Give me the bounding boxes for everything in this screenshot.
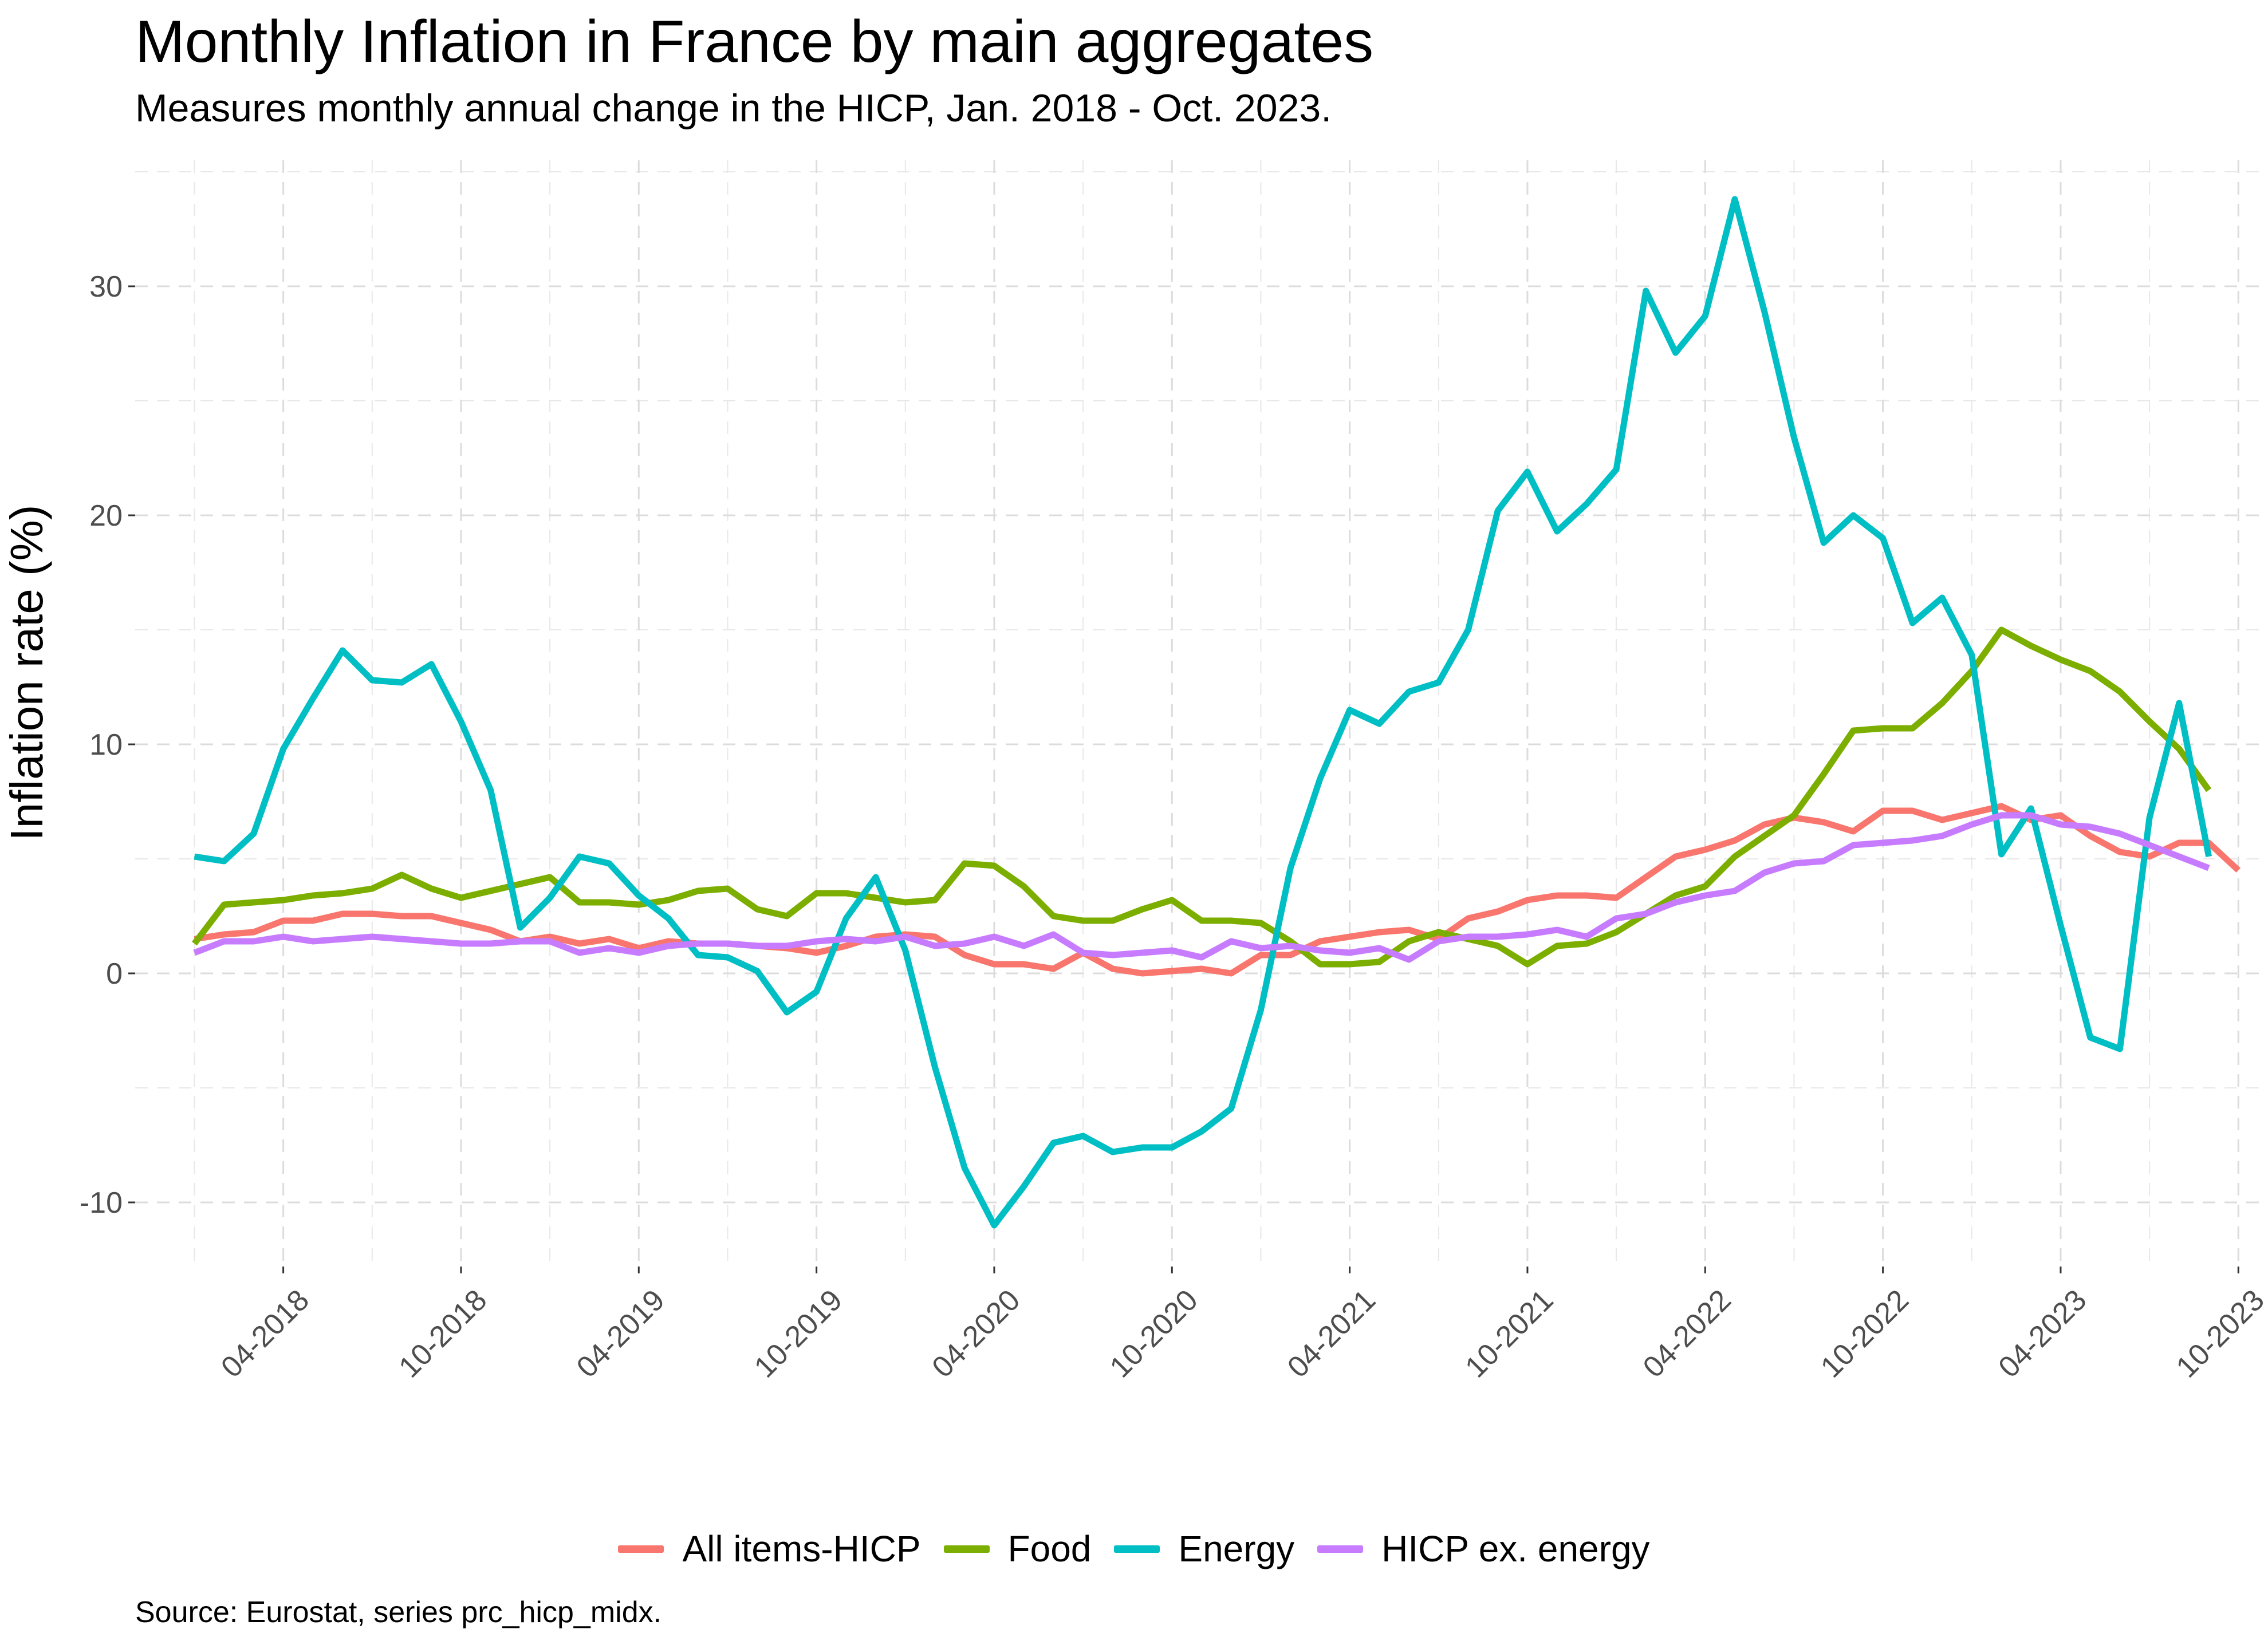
legend-key	[1114, 1545, 1160, 1553]
y-tick-label: 30	[89, 270, 123, 303]
legend-item: Energy	[1114, 1528, 1294, 1570]
legend-label: All items-HICP	[682, 1528, 921, 1569]
x-tick-label: 10-2019	[748, 1283, 849, 1384]
x-tick-label: 04-2018	[215, 1283, 316, 1384]
x-tick-label: 04-2021	[1281, 1283, 1382, 1384]
x-tick-label: 10-2022	[1814, 1283, 1915, 1384]
legend-key	[618, 1545, 664, 1553]
minor-gridlines	[135, 160, 2268, 1267]
series-line-food	[192, 626, 2212, 968]
legend-label: Energy	[1178, 1528, 1295, 1569]
x-tick-label: 10-2020	[1104, 1283, 1204, 1384]
y-tick-label: -10	[80, 1186, 123, 1220]
x-axis: 04-2018 10-2018 04-2019 10-2019 04-2020 10-20…	[215, 1267, 2268, 1384]
legend-item: HICP ex. energy	[1317, 1528, 1650, 1570]
x-tick-label: 10-2018	[392, 1283, 493, 1384]
legend-item: All items-HICP	[618, 1528, 921, 1570]
x-tick-label: 04-2020	[926, 1283, 1026, 1384]
legend-key	[943, 1545, 990, 1553]
y-axis: -10 0 10 20 30	[80, 270, 135, 1220]
legend-label: HICP ex. energy	[1381, 1528, 1650, 1569]
series-lines	[192, 196, 2241, 1229]
legend-key	[1317, 1545, 1364, 1553]
series-line-energy	[194, 196, 2212, 1229]
x-tick-label: 10-2021	[1459, 1283, 1560, 1384]
x-tick-label: 04-2022	[1637, 1283, 1738, 1384]
x-tick-label: 04-2023	[1992, 1283, 2093, 1384]
chart-title: Monthly Inflation in France by main aggr…	[135, 9, 1374, 75]
y-tick-label: 10	[89, 728, 123, 762]
source-caption: Source: Eurostat, series prc_hicp_midx.	[135, 1596, 662, 1629]
y-tick-label: 0	[106, 957, 123, 991]
legend-item: Food	[943, 1528, 1092, 1570]
y-tick-label: 20	[89, 499, 123, 532]
legend-label: Food	[1007, 1528, 1092, 1569]
series-line-hicp-ex-energy	[193, 812, 2210, 963]
x-tick-label: 04-2019	[570, 1283, 671, 1384]
legend: All items-HICP Food Energy HICP ex. energy	[0, 1528, 2268, 1570]
x-tick-label: 10-2023	[2170, 1283, 2268, 1384]
chart-subtitle: Measures monthly annual change in the HI…	[135, 86, 1332, 130]
major-gridlines	[135, 160, 2268, 1267]
y-axis-label: Inflation rate (%)	[1, 505, 52, 841]
